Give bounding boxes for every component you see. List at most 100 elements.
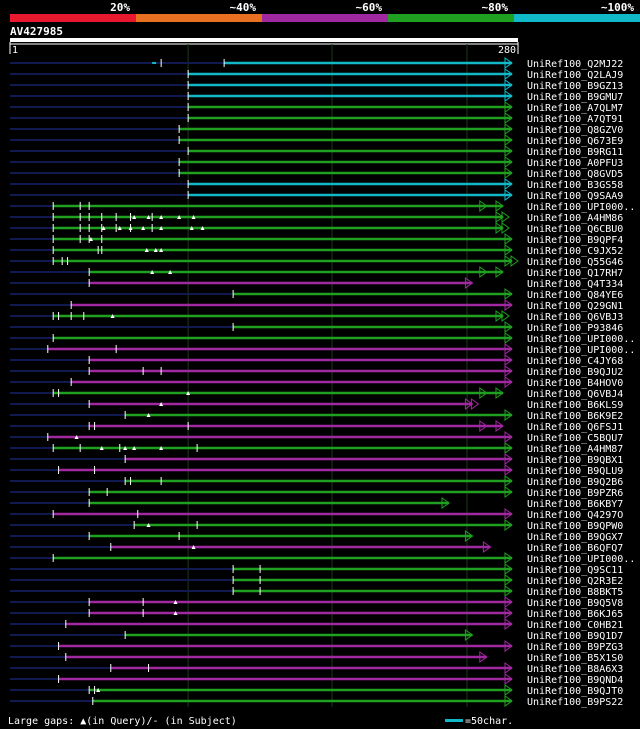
hit-row[interactable] — [10, 574, 513, 586]
hit-label[interactable]: UniRef100_B9Q5V8 — [527, 598, 623, 609]
hit-row[interactable] — [10, 629, 474, 641]
hit-label[interactable]: UniRef100_Q2R3E2 — [527, 576, 623, 587]
hit-label[interactable]: UniRef100_B6KLS9 — [527, 400, 623, 411]
hit-label[interactable]: UniRef100_C5BQU7 — [527, 433, 623, 444]
hit-label[interactable]: UniRef100_B8A6X3 — [527, 664, 623, 675]
hit-row[interactable] — [10, 266, 504, 278]
hit-row[interactable] — [10, 442, 513, 454]
hit-row[interactable] — [10, 343, 513, 355]
hit-row[interactable] — [10, 673, 513, 685]
hit-label[interactable]: UniRef100_Q673E9 — [527, 136, 623, 147]
hit-label[interactable]: UniRef100_B6KBY7 — [527, 499, 623, 510]
hit-row[interactable] — [10, 310, 510, 322]
hit-row[interactable] — [10, 453, 513, 465]
hit-label[interactable]: UniRef100_UPI000.. — [527, 554, 635, 565]
hit-label[interactable]: UniRef100_UPI000.. — [527, 345, 635, 356]
hit-label[interactable]: UniRef100_Q17RH7 — [527, 268, 623, 279]
hit-row[interactable] — [10, 321, 513, 333]
hit-row[interactable] — [10, 409, 513, 421]
hit-label[interactable]: UniRef100_A0PFU3 — [527, 158, 623, 169]
hit-row[interactable] — [10, 354, 513, 366]
hit-row[interactable] — [10, 431, 513, 443]
hit-row[interactable] — [10, 222, 510, 234]
hit-row[interactable] — [10, 101, 513, 113]
hit-row[interactable] — [10, 552, 513, 564]
hit-row[interactable] — [10, 288, 513, 300]
hit-label[interactable]: UniRef100_Q6VBJ3 — [527, 312, 623, 323]
hit-label[interactable]: UniRef100_UPI000.. — [527, 334, 635, 345]
hit-label[interactable]: UniRef100_Q55G46 — [527, 257, 623, 268]
hit-row[interactable] — [10, 332, 513, 344]
hit-label[interactable]: UniRef100_B9QBX1 — [527, 455, 623, 466]
hit-row[interactable] — [10, 134, 513, 146]
hit-label[interactable]: UniRef100_B8BKT5 — [527, 587, 623, 598]
hit-row[interactable] — [10, 475, 513, 487]
hit-label[interactable]: UniRef100_Q6FSJ1 — [527, 422, 623, 433]
hit-label[interactable]: UniRef100_Q29GN1 — [527, 301, 623, 312]
hit-row[interactable] — [10, 68, 513, 80]
hit-label[interactable]: UniRef100_B9QPF4 — [527, 235, 623, 246]
hit-label[interactable]: UniRef100_A4HM86 — [527, 213, 623, 224]
hit-label[interactable]: UniRef100_A7QLM7 — [527, 103, 623, 114]
hit-row[interactable] — [10, 244, 513, 256]
hit-label[interactable]: UniRef100_A4HM87 — [527, 444, 623, 455]
hit-row[interactable] — [10, 530, 474, 542]
hit-row[interactable] — [10, 233, 513, 245]
hit-label[interactable]: UniRef100_Q6VBJ4 — [527, 389, 623, 400]
hit-label[interactable]: UniRef100_B9QPW0 — [527, 521, 623, 532]
hit-label[interactable]: UniRef100_Q4297O — [527, 510, 623, 521]
hit-row[interactable] — [10, 464, 513, 476]
hit-label[interactable]: UniRef100_Q84YE6 — [527, 290, 623, 301]
hit-label[interactable]: UniRef100_B9RG11 — [527, 147, 623, 158]
hit-label[interactable]: UniRef100_C9JX52 — [527, 246, 623, 257]
hit-label[interactable]: UniRef100_B9GMU7 — [527, 92, 623, 103]
hit-label[interactable]: UniRef100_B9QLU9 — [527, 466, 623, 477]
hit-row[interactable] — [10, 662, 513, 674]
hit-row[interactable] — [10, 618, 513, 630]
hit-label[interactable]: UniRef100_B9PZG3 — [527, 642, 623, 653]
hit-label[interactable]: UniRef100_B9QGX7 — [527, 532, 623, 543]
hit-row[interactable] — [10, 178, 513, 190]
hit-row[interactable] — [10, 57, 513, 69]
hit-row[interactable] — [10, 607, 513, 619]
hit-row[interactable] — [10, 497, 450, 509]
hit-row[interactable] — [10, 508, 513, 520]
hit-label[interactable]: UniRef100_Q2MJ22 — [527, 59, 623, 70]
hit-label[interactable]: UniRef100_B4HOV0 — [527, 378, 623, 389]
hit-row[interactable] — [10, 651, 488, 663]
hit-label[interactable]: UniRef100_Q6CBU0 — [527, 224, 623, 235]
hit-row[interactable] — [10, 420, 504, 432]
hit-row[interactable] — [10, 167, 513, 179]
hit-label[interactable]: UniRef100_B3GS58 — [527, 180, 623, 191]
hit-row[interactable] — [10, 376, 513, 388]
hit-row[interactable] — [10, 123, 513, 135]
hit-row[interactable] — [10, 563, 513, 575]
hit-row[interactable] — [10, 255, 519, 267]
hit-label[interactable]: UniRef100_Q2LAJ9 — [527, 70, 623, 81]
hit-row[interactable] — [10, 640, 513, 652]
hit-label[interactable]: UniRef100_C0HB21 — [527, 620, 623, 631]
hit-label[interactable]: UniRef100_A7QT91 — [527, 114, 623, 125]
hit-row[interactable] — [10, 299, 513, 311]
hit-row[interactable] — [10, 541, 492, 553]
hit-label[interactable]: UniRef100_B6K9E2 — [527, 411, 623, 422]
hit-label[interactable]: UniRef100_B9Q2B6 — [527, 477, 623, 488]
hit-label[interactable]: UniRef100_B9PS22 — [527, 697, 623, 708]
hit-label[interactable]: UniRef100_B9GZ13 — [527, 81, 623, 92]
hit-label[interactable]: UniRef100_B6KJ65 — [527, 609, 623, 620]
hit-label[interactable]: UniRef100_B9Q1D7 — [527, 631, 623, 642]
hit-row[interactable] — [10, 596, 513, 608]
hit-label[interactable]: UniRef100_P93846 — [527, 323, 623, 334]
hit-label[interactable]: UniRef100_B9QJT0 — [527, 686, 623, 697]
hit-row[interactable] — [10, 90, 513, 102]
hit-row[interactable] — [10, 79, 513, 91]
hit-row[interactable] — [10, 365, 513, 377]
hit-row[interactable] — [10, 200, 504, 212]
hit-row[interactable] — [10, 684, 513, 696]
hit-row[interactable] — [10, 156, 513, 168]
hit-label[interactable]: UniRef100_Q8GZV0 — [527, 125, 623, 136]
hit-label[interactable]: UniRef100_B9PZR6 — [527, 488, 623, 499]
hit-label[interactable]: UniRef100_B9QJU2 — [527, 367, 623, 378]
hit-label[interactable]: UniRef100_B9QND4 — [527, 675, 623, 686]
hit-label[interactable]: UniRef100_B6QFQ7 — [527, 543, 623, 554]
